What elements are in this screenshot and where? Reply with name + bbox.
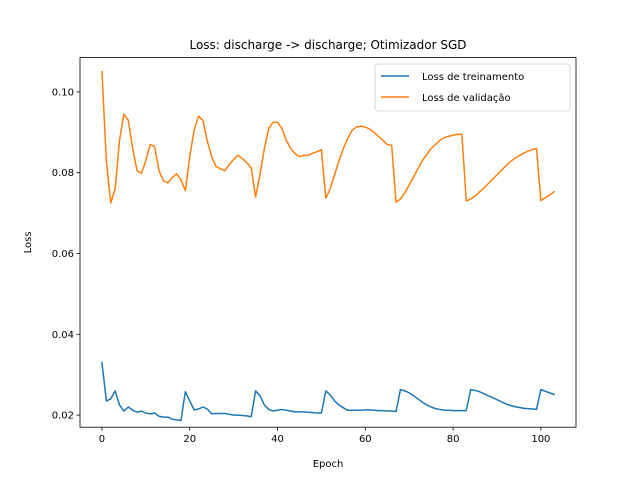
y-tick-label: 0.06 [52,249,74,260]
legend-label-1: Loss de validação [422,93,511,104]
y-tick-label: 0.08 [52,168,74,179]
legend-label-0: Loss de treinamento [422,72,524,83]
legend-box [374,63,571,112]
x-axis-label: Epoch [313,459,344,470]
y-tick-label: 0.04 [52,330,74,341]
x-tick-label: 0 [99,434,105,445]
x-axis-ticks: 0 20 40 60 80 100 [99,427,550,445]
y-axis-ticks: 0.02 0.04 0.06 0.08 0.10 [52,87,80,422]
series-line-1 [101,70,556,204]
legend: Loss de treinamento Loss de validação [374,63,571,112]
x-tick-label: 40 [271,434,284,445]
y-tick-label: 0.02 [52,411,74,422]
chart-title: Loss: discharge -> discharge; Otimizador… [189,38,466,52]
x-tick-label: 60 [359,434,372,445]
plot-area-frame [79,57,577,428]
y-tick-label: 0.10 [52,87,74,98]
y-axis-label: Loss [23,231,34,253]
series-lines [101,70,556,422]
x-tick-label: 20 [183,434,196,445]
x-tick-label: 100 [531,434,550,445]
series-line-0 [101,361,556,422]
x-tick-label: 80 [447,434,460,445]
